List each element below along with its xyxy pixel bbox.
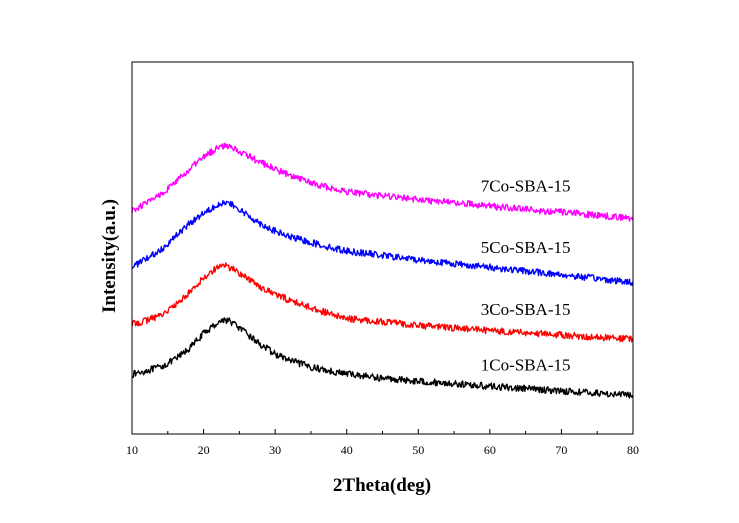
x-tick-label: 30: [269, 443, 281, 457]
series-label-7Co-SBA-15: 7Co-SBA-15: [481, 176, 571, 195]
series-line-5Co-SBA-15: [131, 199, 634, 286]
series-line-1Co-SBA-15: [131, 317, 634, 399]
x-tick-label: 20: [198, 443, 210, 457]
x-tick-label: 80: [627, 443, 639, 457]
series-line-7Co-SBA-15: [131, 142, 634, 222]
x-tick-label: 70: [555, 443, 567, 457]
series-labels: 1Co-SBA-15 3Co-SBA-15 5Co-SBA-15 7Co-SBA-15: [481, 176, 571, 374]
series-line-3Co-SBA-15: [131, 262, 634, 343]
y-axis-title: Intensity(a.u.): [99, 199, 120, 313]
series-layer: [131, 142, 634, 399]
series-label-5Co-SBA-15: 5Co-SBA-15: [481, 238, 571, 257]
x-tick-label: 50: [412, 443, 424, 457]
x-axis-title: 2Theta(deg): [333, 475, 431, 496]
series-label-1Co-SBA-15: 1Co-SBA-15: [481, 356, 571, 375]
x-tick-label: 40: [341, 443, 353, 457]
series-label-3Co-SBA-15: 3Co-SBA-15: [481, 300, 571, 319]
x-tick-label: 60: [484, 443, 496, 457]
x-axis-ticks: 10 20 30 40 50 60 70 80: [126, 429, 639, 457]
x-tick-label: 10: [126, 443, 138, 457]
